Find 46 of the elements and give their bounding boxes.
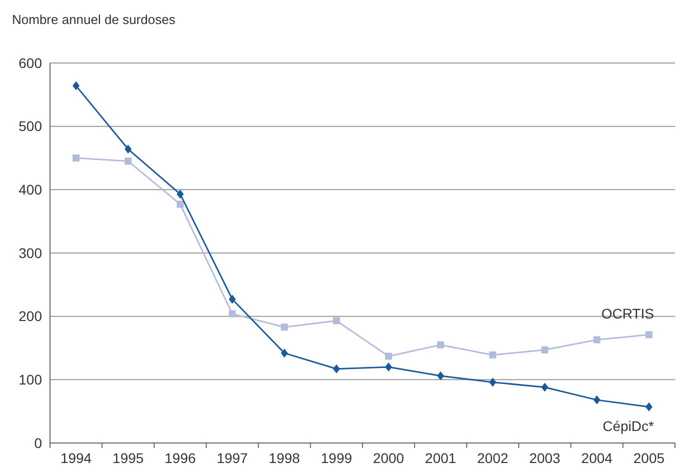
point [228,310,236,318]
point [176,200,184,208]
x-tick-label: 1999 [320,450,352,466]
x-tick-label: 2001 [425,450,456,466]
point [124,158,132,165]
x-tick-label: 1997 [216,450,248,466]
point [489,378,496,387]
y-tick-label: 300 [18,244,42,261]
point [385,362,392,372]
point [332,364,340,374]
x-tick-label: 1994 [60,450,92,466]
y-axis-title: Nombre annuel de surdoses [12,12,176,27]
y-tick-label: 200 [18,308,42,324]
x-tick-label: 1995 [112,450,144,466]
y-tick-label: 0 [34,434,42,451]
point [541,346,548,354]
point [437,341,444,348]
x-tick-label: 1998 [268,450,300,466]
point [124,144,132,154]
y-tick-label: 500 [18,118,42,134]
x-tick-label: 2000 [372,450,404,466]
point [72,81,80,90]
x-tick-label: 2003 [529,450,561,466]
x-tick-label: 2002 [477,450,508,466]
point [280,324,288,331]
x-tick-label: 2005 [633,450,665,466]
point [489,351,496,358]
point [645,402,652,412]
point [72,154,80,162]
series-label: CépiDc* [602,418,654,434]
point [437,371,444,380]
point [176,190,184,199]
point [332,317,340,324]
point [280,348,288,358]
point [593,336,600,344]
series-label: OCRTIS [601,306,654,322]
point [593,395,600,404]
point [385,352,392,360]
point [541,382,548,392]
y-tick-label: 100 [18,372,42,388]
x-tick-label: 1996 [164,450,196,466]
x-tick-label: 2004 [581,450,613,466]
y-tick-label: 600 [18,54,42,71]
y-tick-label: 400 [18,182,42,198]
point [645,331,652,338]
point [228,294,236,304]
